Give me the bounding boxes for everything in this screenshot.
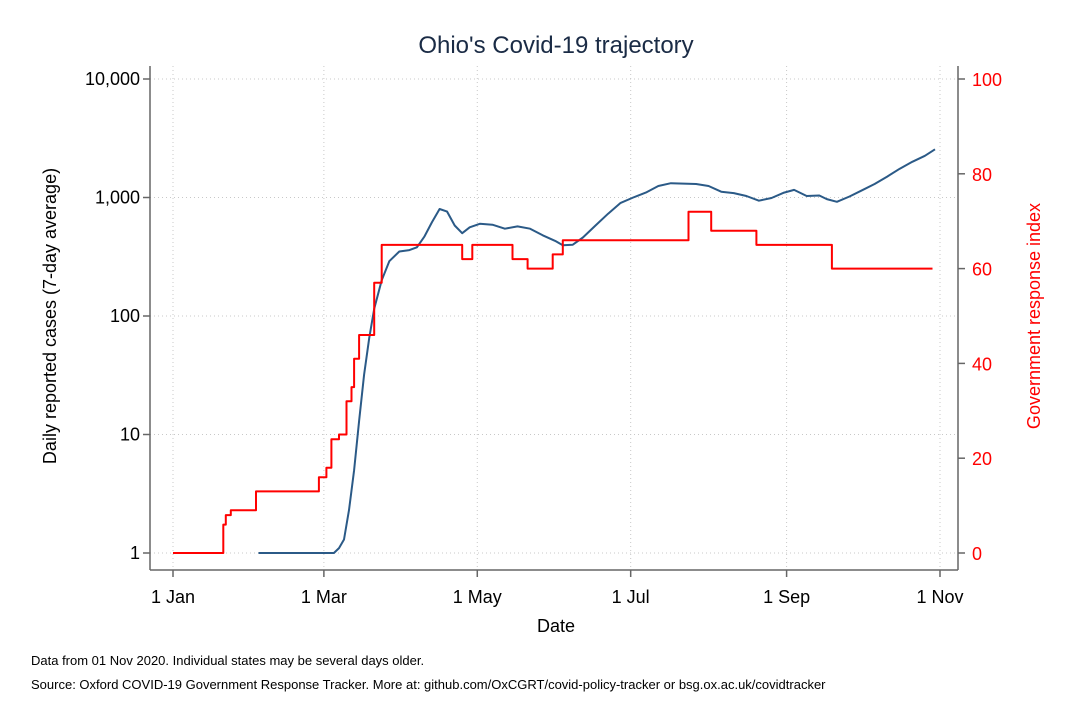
y2-tick-label: 20 [972, 449, 992, 469]
source-note: Source: Oxford COVID-19 Government Respo… [31, 677, 826, 692]
axes [143, 66, 965, 577]
x-tick-label: 1 May [453, 587, 502, 607]
y-axis-label: Daily reported cases (7-day average) [40, 168, 60, 464]
x-tick-label: 1 Sep [763, 587, 810, 607]
y2-tick-label: 0 [972, 544, 982, 564]
tick-labels: 1 10 100 1,000 10,000 0 20 40 60 80 100 1 Jan 1 Mar 1… [85, 69, 1002, 607]
x-tick-label: 1 Jan [151, 587, 195, 607]
y2-axis-label: Government response index [1024, 203, 1044, 429]
x-tick-label: 1 Jul [612, 587, 650, 607]
response-index-line [173, 210, 933, 554]
y-tick-label: 1 [130, 543, 140, 563]
chart-title: Ohio's Covid-19 trajectory [418, 32, 693, 59]
series-layer [173, 148, 936, 554]
y-tick-label: 100 [110, 306, 140, 326]
y-tick-label: 1,000 [95, 188, 140, 208]
data-date-note: Data from 01 Nov 2020. Individual states… [31, 653, 425, 668]
gridlines [150, 66, 958, 570]
y2-tick-label: 40 [972, 354, 992, 374]
x-tick-label: 1 Mar [301, 587, 347, 607]
y2-tick-label: 80 [972, 165, 992, 185]
y2-tick-label: 60 [972, 260, 992, 280]
x-axis-label: Date [537, 616, 575, 636]
x-tick-label: 1 Nov [916, 587, 963, 607]
y-tick-label: 10,000 [85, 69, 140, 89]
y-tick-label: 10 [120, 425, 140, 445]
y2-tick-label: 100 [972, 70, 1002, 90]
